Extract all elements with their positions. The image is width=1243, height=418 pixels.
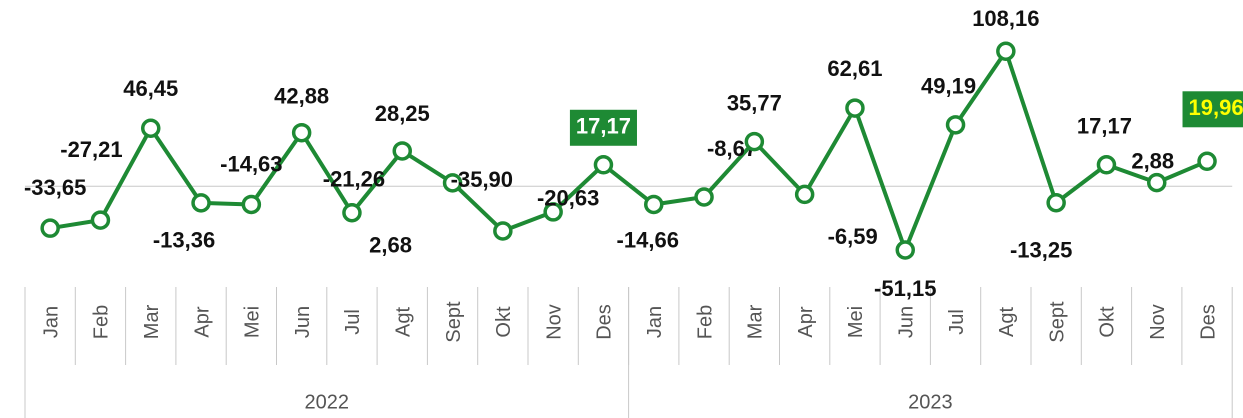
- data-point: [191, 193, 211, 213]
- data-label-group: -14,66: [617, 227, 679, 252]
- data-label-box: [1182, 91, 1243, 128]
- data-label-group: -6,59: [828, 224, 878, 249]
- data-label-group: 42,88: [274, 84, 329, 109]
- x-tick-label: Nov: [1147, 304, 1169, 340]
- x-tick-label: Jan: [644, 306, 666, 338]
- data-label-group: 35,77: [727, 90, 782, 115]
- data-point: [342, 202, 362, 223]
- data-point: [1197, 151, 1217, 172]
- data-label-group: -35,90: [451, 167, 513, 192]
- data-label-group: 49,19: [921, 74, 976, 99]
- data-label: 35,77: [727, 90, 782, 115]
- data-label-group: -33,65: [24, 175, 86, 200]
- data-label-group: 17,17: [569, 109, 637, 146]
- data-label-group: 19,96: [1182, 91, 1243, 128]
- data-label: 46,45: [123, 76, 178, 101]
- x-tick-label: Jul: [342, 309, 364, 335]
- data-label-box: [569, 109, 637, 146]
- data-point: [141, 118, 161, 138]
- x-tick-label: Sept: [1046, 301, 1068, 343]
- data-point: [1096, 155, 1117, 175]
- data-label: -35,90: [451, 167, 513, 192]
- x-tick-label: Mei: [242, 306, 264, 338]
- data-label: -33,65: [24, 175, 86, 200]
- data-label: 19,96: [1189, 95, 1243, 120]
- data-label-group: -21,26: [323, 167, 385, 192]
- data-label-group: 2,88: [1131, 148, 1174, 173]
- data-point: [543, 202, 563, 222]
- data-label-group: -13,25: [1010, 238, 1072, 263]
- x-tick-label: Feb: [91, 305, 113, 339]
- data-label: 62,61: [827, 56, 882, 81]
- x-tick-label: Jun: [896, 306, 918, 338]
- x-tick-label: Mar: [141, 304, 163, 339]
- data-label: 42,88: [274, 84, 329, 109]
- data-label-group: 46,45: [123, 76, 178, 101]
- x-tick-label: Jun: [292, 306, 314, 338]
- data-point: [744, 131, 765, 152]
- x-tick-label: Okt: [493, 306, 515, 338]
- data-label: -20,63: [537, 186, 599, 211]
- group-label: 2023: [908, 391, 953, 413]
- x-tick-label: Jan: [40, 306, 62, 338]
- data-point: [845, 98, 865, 118]
- data-point: [90, 210, 111, 230]
- data-label: -14,63: [220, 151, 282, 176]
- data-point: [794, 184, 815, 205]
- x-tick-label: Apr: [795, 306, 817, 337]
- data-point: [945, 115, 966, 135]
- data-label-group: -14,63: [220, 151, 282, 176]
- data-point: [442, 173, 463, 193]
- data-label: 17,17: [576, 114, 631, 139]
- data-label-group: -51,15: [874, 276, 936, 301]
- data-point: [291, 122, 312, 143]
- data-point: [644, 194, 664, 215]
- data-label-group: -20,63: [537, 186, 599, 211]
- data-label: -13,36: [153, 228, 215, 253]
- data-label-group: 108,16: [972, 6, 1039, 31]
- x-tick-label: Jul: [946, 309, 968, 335]
- data-label-group: 62,61: [827, 56, 882, 81]
- group-label: 2022: [305, 391, 350, 413]
- data-label: -51,15: [874, 276, 936, 301]
- data-point: [996, 41, 1016, 61]
- data-label-group: -27,21: [60, 137, 122, 162]
- data-point: [694, 187, 714, 207]
- data-point: [1147, 172, 1167, 193]
- data-label: -6,59: [828, 224, 878, 249]
- data-label-group: 17,17: [1077, 114, 1132, 139]
- data-point: [493, 221, 513, 241]
- x-tick-label: Des: [594, 304, 616, 340]
- data-label: -27,21: [60, 137, 122, 162]
- data-label: -13,25: [1010, 238, 1072, 263]
- data-label: 17,17: [1077, 114, 1132, 139]
- data-label: 108,16: [972, 6, 1039, 31]
- x-tick-label: Mar: [745, 304, 767, 339]
- data-label: 28,25: [375, 101, 430, 126]
- data-label-group: 2,68: [369, 233, 412, 258]
- x-tick-label: Sept: [443, 301, 465, 343]
- data-label-group: -13,36: [153, 228, 215, 253]
- data-point: [895, 240, 915, 260]
- x-tick-label: Nov: [543, 304, 565, 340]
- x-tick-label: Apr: [191, 306, 213, 337]
- data-label: -21,26: [323, 167, 385, 192]
- data-point: [1046, 192, 1066, 213]
- x-tick-label: Des: [1197, 304, 1219, 340]
- data-label: 2,88: [1131, 148, 1174, 173]
- data-label: -14,66: [617, 227, 679, 252]
- x-tick-label: Agt: [393, 307, 415, 337]
- x-tick-label: Mei: [845, 306, 867, 338]
- x-tick-label: Feb: [694, 305, 716, 339]
- x-tick-label: Agt: [996, 307, 1018, 337]
- data-label: 2,68: [369, 233, 412, 258]
- data-label-group: 28,25: [375, 101, 430, 126]
- data-point: [241, 194, 262, 215]
- x-tick-label: Okt: [1097, 306, 1119, 338]
- data-point: [40, 218, 60, 238]
- data-point: [392, 141, 412, 161]
- data-point: [593, 155, 614, 175]
- data-label: 49,19: [921, 74, 976, 99]
